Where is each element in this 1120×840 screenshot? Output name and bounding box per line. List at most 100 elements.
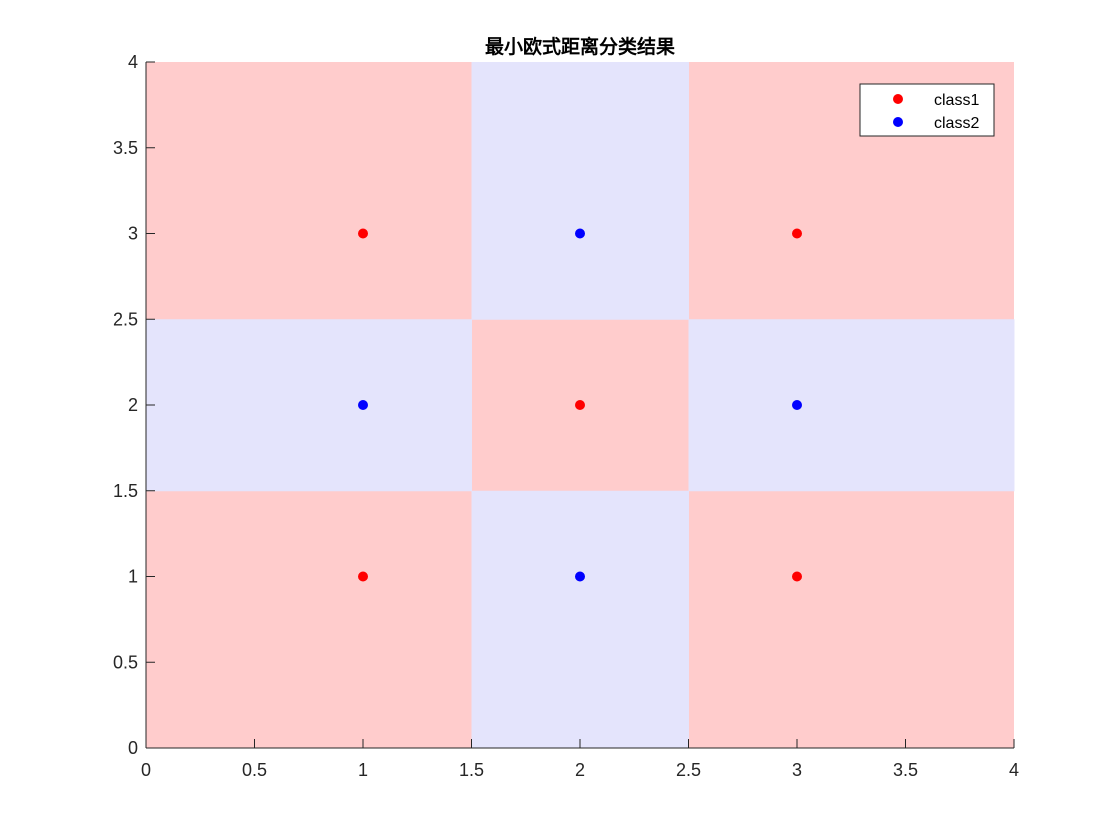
- x-tick-label: 0.5: [242, 760, 267, 780]
- class2-region-cell: [688, 473, 1015, 483]
- class2-region-cell: [146, 379, 472, 389]
- class2-region-cell: [471, 705, 689, 715]
- y-tick-label: 3: [128, 224, 138, 244]
- class2-region-cell: [471, 533, 689, 543]
- class2-region-cell: [688, 327, 1015, 337]
- class2-region-cell: [146, 430, 472, 440]
- class1-point: [792, 228, 802, 239]
- class2-region-cell: [471, 679, 689, 689]
- y-tick-label: 1.5: [113, 481, 138, 501]
- class2-region-cell: [146, 327, 472, 337]
- class2-region-cell: [688, 387, 1015, 397]
- class2-region-cell: [688, 456, 1015, 466]
- class2-region-cell: [146, 447, 472, 457]
- class2-region-cell: [471, 550, 689, 560]
- class2-region-cell: [471, 87, 689, 97]
- class2-region-cell: [146, 336, 472, 346]
- class2-region-cell: [146, 344, 472, 355]
- class2-region-cell: [471, 730, 689, 740]
- class2-region-cell: [471, 139, 689, 149]
- class2-region-cell: [471, 259, 689, 269]
- class2-region-cell: [471, 79, 689, 89]
- data-points: [358, 228, 802, 582]
- class2-region-cell: [471, 670, 689, 680]
- y-tick-label: 0.5: [113, 652, 138, 672]
- legend-marker-class2: [893, 117, 903, 127]
- chart-title: 最小欧式距离分类结果: [485, 35, 675, 58]
- class2-region-cell: [471, 636, 689, 646]
- class2-region-cell: [471, 122, 689, 132]
- class2-region-cell: [688, 465, 1015, 475]
- class2-point: [575, 228, 585, 239]
- class2-region-cell: [471, 190, 689, 200]
- class1-point: [358, 228, 368, 239]
- class2-region-cell: [471, 250, 689, 260]
- class2-region-cell: [471, 507, 689, 517]
- class2-region-cell: [146, 353, 472, 363]
- class2-region-cell: [471, 130, 689, 140]
- x-tick-label: 3.5: [893, 760, 918, 780]
- class2-region-cell: [471, 585, 689, 595]
- class2-region-cell: [688, 405, 1015, 415]
- class2-region-cell: [471, 104, 689, 114]
- class2-region-cell: [471, 284, 689, 295]
- class2-region-cell: [471, 490, 689, 500]
- class2-region-cell: [688, 482, 1015, 492]
- class2-region-cell: [146, 439, 472, 449]
- class2-region-cell: [471, 302, 689, 312]
- class2-region-cell: [471, 173, 689, 183]
- class2-region-cell: [471, 70, 689, 80]
- class2-region-cell: [471, 276, 689, 286]
- class2-region-cell: [471, 113, 689, 123]
- class1-point: [575, 400, 585, 410]
- legend-box: [859, 83, 995, 137]
- class2-region-cell: [146, 396, 472, 406]
- class2-region-cell: [146, 413, 472, 423]
- class2-region-cell: [688, 379, 1015, 389]
- axis-ticks: 0 0.5 1 1.5 2 2.5 3 3.5 4 0 0.5 1 1.5 2 2.5 3 3.5 4: [113, 52, 1019, 780]
- class2-region-cell: [471, 156, 689, 166]
- class2-region-cell: [146, 362, 472, 372]
- class1-point: [792, 571, 802, 582]
- class2-point: [575, 571, 585, 582]
- class2-region-cell: [688, 422, 1015, 432]
- class2-region-cell: [688, 319, 1015, 329]
- x-tick-label: 4: [1009, 760, 1019, 780]
- x-tick-label: 3: [792, 760, 802, 780]
- x-tick-label: 2.5: [676, 760, 701, 780]
- legend-label-class2: class2: [934, 115, 979, 132]
- class2-region-cell: [471, 242, 689, 252]
- class2-region-cell: [471, 216, 689, 226]
- x-tick-label: 1: [358, 760, 368, 780]
- class2-region-cell: [471, 627, 689, 638]
- class2-region-cell: [471, 525, 689, 535]
- class2-region-cell: [471, 542, 689, 552]
- class2-region-cell: [471, 593, 689, 603]
- class2-region-cell: [471, 293, 689, 303]
- class2-region-cell: [146, 473, 472, 483]
- class2-region-cell: [471, 645, 689, 655]
- class2-region-cell: [471, 619, 689, 629]
- class2-region-cell: [471, 610, 689, 620]
- class1-point: [358, 571, 368, 582]
- y-tick-label: 2: [128, 395, 138, 415]
- y-tick-label: 1: [128, 567, 138, 587]
- class2-region-cell: [146, 370, 472, 380]
- y-tick-label: 4: [128, 52, 138, 72]
- class2-region-cell: [146, 319, 472, 329]
- class2-region-cell: [471, 499, 689, 509]
- class2-region-cell: [471, 516, 689, 526]
- legend-label-class1: class1: [934, 92, 979, 109]
- class2-region-cell: [471, 653, 689, 663]
- class2-region-cell: [688, 447, 1015, 457]
- class2-region-cell: [471, 662, 689, 672]
- class2-region-cell: [688, 344, 1015, 355]
- class2-region-cell: [688, 370, 1015, 380]
- x-tick-label: 0: [141, 760, 151, 780]
- y-tick-label: 2.5: [113, 309, 138, 329]
- class2-region-cell: [471, 310, 689, 320]
- decision-regions: [146, 62, 1015, 749]
- class2-region-cell: [688, 353, 1015, 363]
- class2-region-cell: [146, 456, 472, 466]
- class2-region-cell: [471, 62, 689, 72]
